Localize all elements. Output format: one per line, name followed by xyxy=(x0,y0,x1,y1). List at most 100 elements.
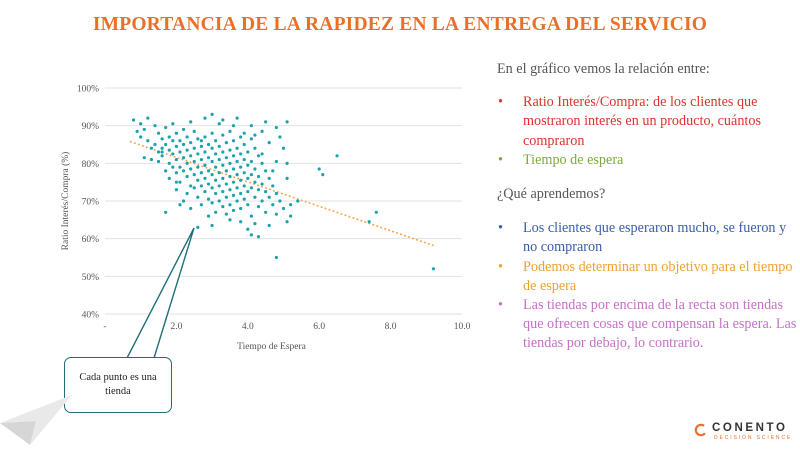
data-point xyxy=(181,142,186,147)
data-point xyxy=(260,182,264,186)
bullet-icon: • xyxy=(498,258,503,275)
data-point xyxy=(146,116,150,120)
data-point xyxy=(160,154,164,158)
data-point xyxy=(192,146,196,150)
data-point xyxy=(199,139,203,143)
data-point xyxy=(221,176,225,180)
data-point xyxy=(249,186,253,190)
chart-svg: 40% 50% 60% 70% 80% 90% 100% - 2.0 4.0 6.0 8.0 10.0 T… xyxy=(60,85,471,353)
data-point xyxy=(164,169,168,173)
data-point xyxy=(253,180,257,184)
data-point xyxy=(210,186,214,190)
data-point xyxy=(267,223,271,228)
data-point xyxy=(217,171,221,175)
bullet-icon: • xyxy=(498,151,503,168)
data-point xyxy=(149,146,154,150)
data-point xyxy=(192,129,196,133)
data-point xyxy=(239,220,243,224)
data-point xyxy=(214,191,218,196)
learning-text: Podemos determinar un objetivo para el t… xyxy=(523,258,793,294)
learning-text: Los clientes que esperaron mucho, se fue… xyxy=(523,220,787,256)
data-point xyxy=(199,171,203,175)
data-point xyxy=(281,146,286,150)
data-point xyxy=(206,169,211,173)
data-point xyxy=(221,205,225,209)
x-tick-label: 8.0 xyxy=(385,322,397,332)
data-point xyxy=(189,154,193,158)
data-point xyxy=(271,203,275,207)
data-point xyxy=(253,146,257,150)
data-point xyxy=(256,205,261,209)
data-point xyxy=(167,135,171,139)
data-point xyxy=(264,210,268,214)
data-point xyxy=(224,141,228,145)
data-point xyxy=(239,152,243,156)
data-point xyxy=(231,124,236,128)
data-point xyxy=(224,195,228,199)
data-point xyxy=(285,176,289,180)
data-point xyxy=(210,112,214,116)
data-point xyxy=(253,167,257,171)
data-point xyxy=(214,139,218,143)
y-tick-label: 50% xyxy=(82,273,100,283)
data-point xyxy=(285,161,289,165)
data-point xyxy=(242,131,246,135)
explanation-panel: En el gráfico vemos la relación entre: •… xyxy=(497,60,797,354)
data-point xyxy=(164,142,168,147)
data-point xyxy=(274,159,278,164)
data-point xyxy=(253,133,257,137)
data-point xyxy=(174,144,178,148)
data-point xyxy=(235,199,239,203)
x-axis-title: Tiempo de Espera xyxy=(237,342,307,352)
data-point xyxy=(289,203,293,207)
data-point xyxy=(231,193,236,197)
data-point xyxy=(203,135,207,139)
data-point xyxy=(239,135,243,139)
data-point xyxy=(196,137,200,141)
data-point xyxy=(278,135,282,139)
bullet-icon: • xyxy=(498,220,503,237)
data-point xyxy=(160,146,164,150)
data-point xyxy=(260,152,264,156)
data-point xyxy=(285,120,289,124)
data-point xyxy=(221,163,225,167)
data-point xyxy=(203,150,207,154)
data-point xyxy=(139,122,143,126)
data-point xyxy=(214,165,218,169)
data-point xyxy=(185,148,189,152)
slide-title: IMPORTANCIA DE LA RAPIDEZ EN LA ENTREGA … xyxy=(92,14,708,35)
data-point xyxy=(164,210,168,214)
data-point xyxy=(231,167,236,171)
data-point xyxy=(217,199,221,203)
data-point xyxy=(189,184,193,188)
data-point xyxy=(196,195,200,199)
data-point xyxy=(210,201,214,205)
data-point xyxy=(181,127,186,132)
panel-intro: En el gráfico vemos la relación entre: xyxy=(497,61,710,77)
data-point xyxy=(174,188,178,192)
data-point xyxy=(171,165,175,169)
data-point xyxy=(271,169,275,173)
data-point xyxy=(249,173,253,177)
trendline xyxy=(129,140,434,247)
data-point xyxy=(171,139,175,143)
data-point xyxy=(249,233,253,237)
data-point xyxy=(189,141,193,145)
data-point xyxy=(246,150,250,154)
data-point xyxy=(203,116,207,120)
data-point xyxy=(267,176,271,180)
data-point xyxy=(242,197,246,201)
data-point xyxy=(249,159,253,164)
data-point xyxy=(249,214,253,218)
data-point xyxy=(242,157,246,162)
data-point xyxy=(221,189,225,194)
data-point xyxy=(210,223,214,228)
data-point xyxy=(221,118,225,122)
data-point xyxy=(178,150,182,154)
data-point xyxy=(185,135,189,139)
data-point xyxy=(164,125,168,130)
data-point xyxy=(231,139,236,143)
data-point xyxy=(231,180,236,184)
data-point xyxy=(217,184,221,188)
data-point xyxy=(214,210,218,214)
